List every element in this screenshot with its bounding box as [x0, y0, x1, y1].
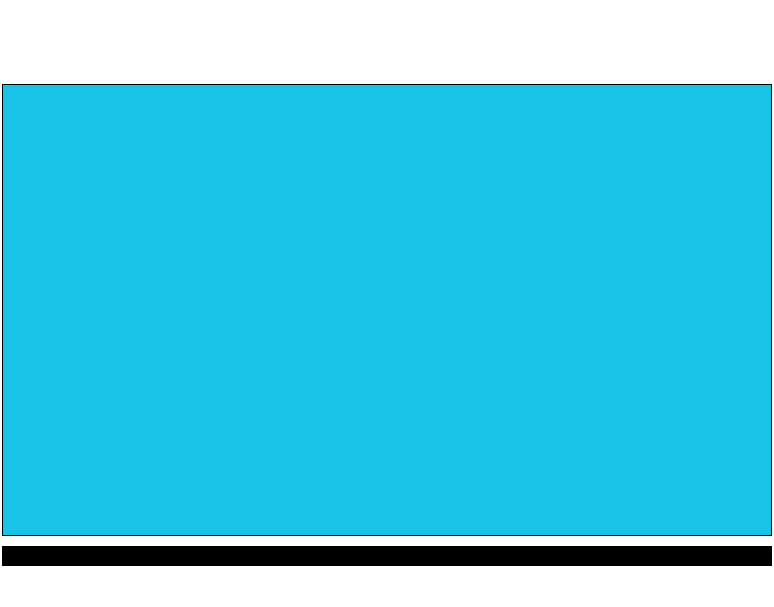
- weather-map: [2, 84, 772, 536]
- temperature-colorbar: [2, 546, 772, 566]
- map-canvas: [3, 85, 771, 535]
- colorbar-tick-labels: [2, 567, 772, 587]
